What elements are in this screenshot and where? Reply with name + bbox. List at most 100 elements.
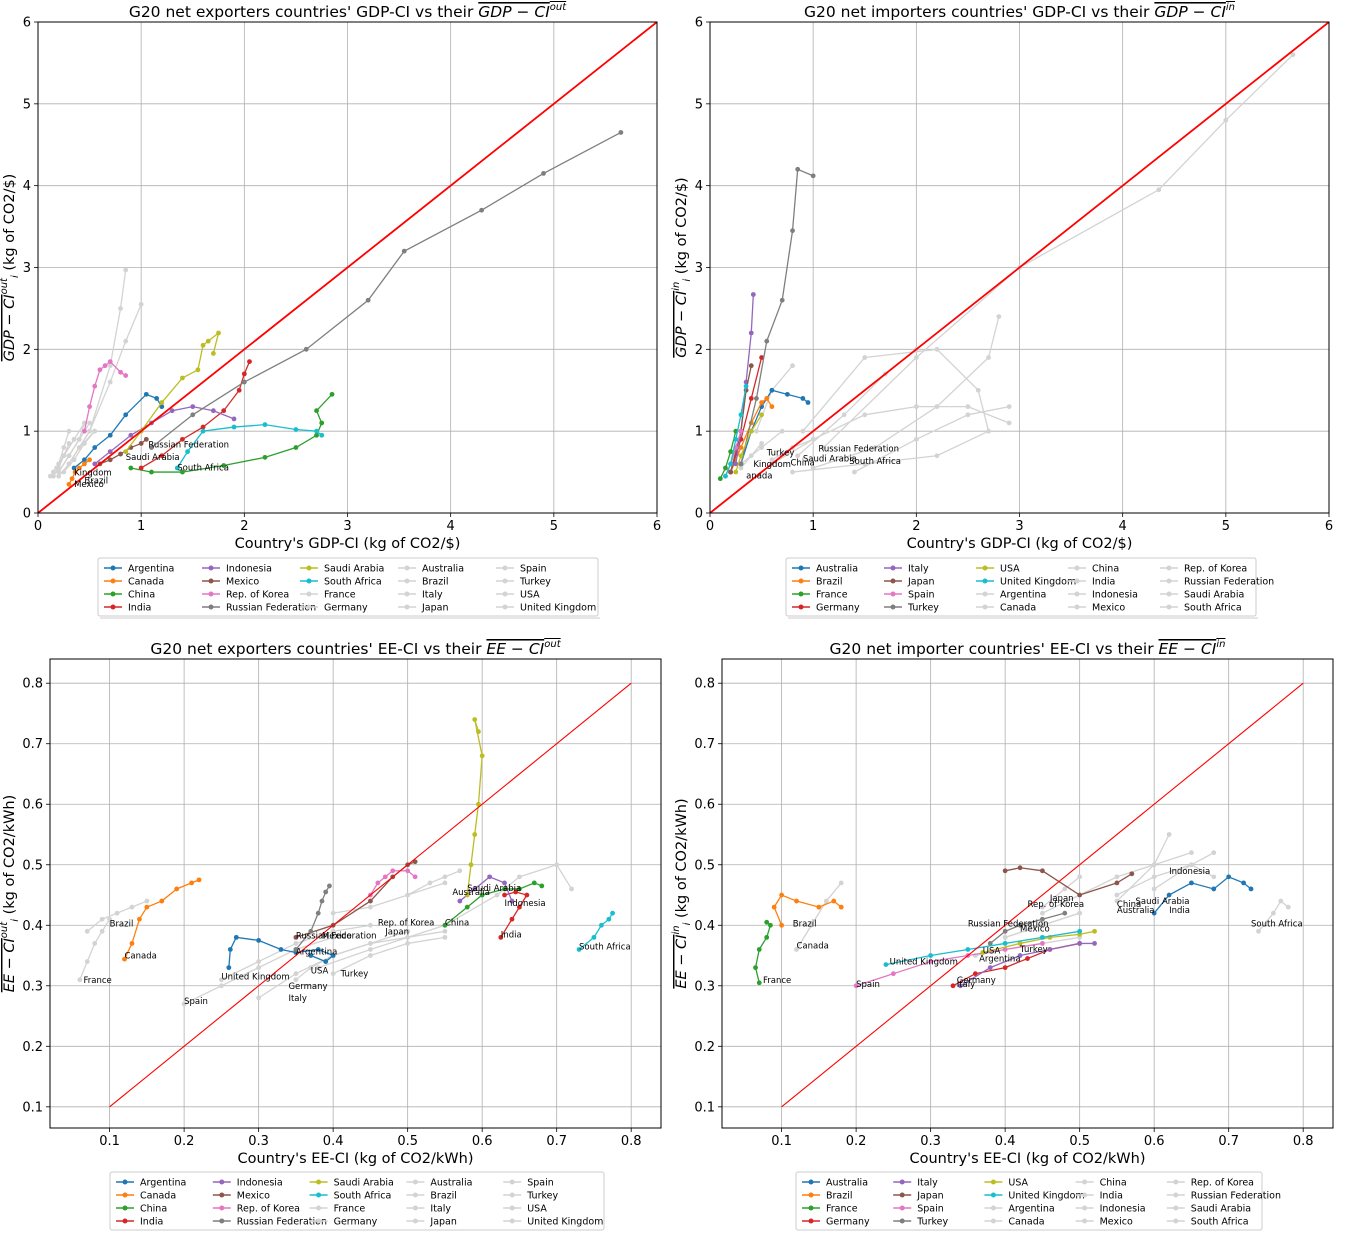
data-point — [759, 400, 764, 405]
data-point — [442, 934, 448, 940]
legend: Australia Brazil France Germany Italy Japan Sp… — [785, 557, 1274, 619]
legend-item: Canada — [116, 1191, 176, 1202]
annotation-label: anada — [746, 472, 772, 482]
series-line — [960, 942, 1095, 987]
data-point — [748, 453, 754, 459]
series-line — [332, 936, 446, 975]
legend-item: France — [792, 590, 848, 601]
legend-label: Italy — [430, 1204, 451, 1215]
legend-label: Mexico — [1100, 1217, 1133, 1228]
legend-item: Japan — [884, 577, 935, 588]
y-tick-label: 0 — [695, 507, 703, 522]
data-point — [71, 465, 77, 471]
data-point — [82, 428, 87, 434]
data-point — [794, 898, 799, 904]
data-point — [216, 330, 221, 336]
x-tick-label: 0.5 — [1069, 1134, 1090, 1149]
legend-label: Australia — [422, 564, 464, 575]
data-point — [442, 928, 448, 934]
legend-label: Spain — [520, 564, 547, 575]
legend-label: Rep. of Korea — [1191, 1178, 1254, 1189]
data-point — [327, 883, 332, 889]
annotation-label: Rep. of Korea — [1028, 900, 1085, 910]
data-point — [329, 391, 335, 397]
x-tick-label: 4 — [1119, 519, 1127, 534]
data-point — [502, 892, 507, 898]
data-point — [554, 862, 560, 868]
data-point — [779, 922, 785, 928]
data-point — [1151, 874, 1157, 880]
series-line — [228, 936, 335, 968]
data-point — [531, 880, 537, 886]
data-point — [748, 363, 754, 369]
legend-item: China — [1075, 1178, 1127, 1189]
data-point — [92, 461, 98, 467]
data-point — [256, 995, 262, 1001]
legend-label: China — [140, 1204, 167, 1215]
data-point — [66, 481, 72, 487]
annotation-label: Italy — [288, 994, 306, 1004]
data-point — [517, 886, 522, 892]
axes-frame — [37, 21, 658, 514]
data-point — [764, 338, 770, 344]
data-point — [1270, 910, 1276, 916]
annotation-label: Saudi Arabia — [803, 454, 857, 464]
data-point — [738, 461, 744, 467]
data-point — [1077, 910, 1083, 916]
series-line — [176, 423, 323, 469]
data-point — [205, 338, 211, 344]
data-point — [315, 910, 321, 916]
series-line — [792, 348, 990, 473]
data-point — [87, 457, 92, 463]
legend-label: Turkey — [519, 577, 551, 588]
data-point — [1151, 886, 1157, 892]
data-point — [980, 950, 986, 955]
legend-item: Turkey — [893, 1217, 948, 1228]
data-point — [1092, 941, 1097, 946]
data-point — [987, 941, 993, 946]
legend-item: Canada — [104, 577, 164, 588]
annotation-label: India — [1169, 906, 1190, 916]
data-point — [308, 953, 314, 958]
diagonal-line — [38, 22, 657, 513]
series-line — [94, 405, 235, 465]
legend-item: France — [802, 1204, 858, 1215]
data-point — [756, 947, 762, 952]
data-point — [1040, 868, 1045, 874]
x-tick-label: 1 — [809, 519, 817, 534]
data-point — [733, 469, 739, 475]
data-point — [810, 465, 816, 471]
data-point — [129, 941, 135, 946]
data-point — [1017, 953, 1023, 958]
data-point — [975, 387, 981, 393]
annotation-label: USA — [311, 967, 329, 977]
data-point — [1166, 832, 1172, 837]
data-point — [56, 473, 62, 479]
legend-label: Spain — [527, 1178, 554, 1189]
data-point — [965, 404, 971, 410]
data-point — [1211, 886, 1217, 892]
data-point — [790, 469, 795, 475]
data-point — [598, 922, 604, 928]
series-line — [52, 422, 85, 473]
data-point — [472, 717, 478, 722]
data-point — [790, 228, 795, 234]
legend-label: Italy — [917, 1178, 938, 1189]
legend-item: India — [1075, 1191, 1123, 1202]
annotation-label: Turkey — [766, 449, 795, 459]
data-point — [195, 367, 201, 373]
y-tick-label: 0.8 — [22, 677, 43, 692]
legend-label: Mexico — [226, 577, 259, 588]
annotation-label: South Africa — [849, 457, 901, 467]
legend-item: Australia — [398, 564, 464, 575]
x-tick-label: 0.2 — [174, 1134, 195, 1149]
annotation-label: Japan — [384, 927, 409, 937]
data-point — [365, 297, 371, 303]
legend-item: Spain — [503, 1178, 554, 1189]
legend-label: Canada — [1008, 1217, 1044, 1228]
series-line — [735, 414, 763, 473]
data-point — [315, 947, 321, 952]
series-line — [407, 870, 461, 896]
data-point — [476, 801, 481, 807]
legend-label: Canada — [140, 1191, 176, 1202]
